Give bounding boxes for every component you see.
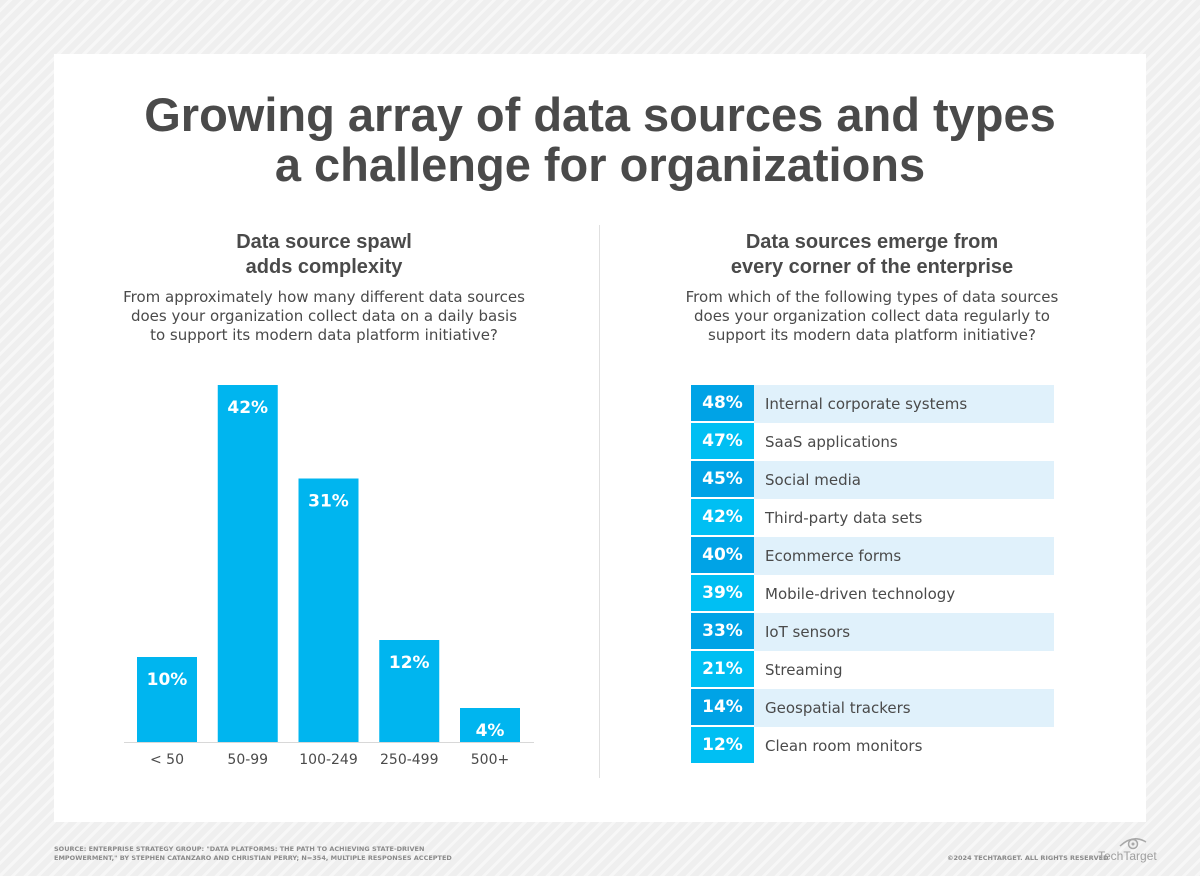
x-tick-label: < 50: [150, 752, 184, 768]
percent-cell: 14%: [691, 689, 754, 727]
title-line: a challenge for organizations: [274, 138, 926, 191]
data-label: 31%: [308, 492, 349, 512]
logo-text: TechTarget: [1098, 849, 1157, 863]
table-row: 33% IoT sensors: [691, 613, 1054, 651]
left-chart-title: Data source spawl adds complexity: [144, 230, 504, 280]
percent-cell: 21%: [691, 651, 754, 689]
source-label: IoT sensors: [754, 613, 1054, 651]
source-note: SOURCE: ENTERPRISE STRATEGY GROUP: "DATA…: [54, 845, 452, 863]
source-line: SOURCE: ENTERPRISE STRATEGY GROUP: "DATA…: [54, 845, 425, 853]
percent-cell: 12%: [691, 727, 754, 765]
source-label: Clean room monitors: [754, 727, 1054, 765]
title-line: adds complexity: [245, 256, 403, 278]
bar: [137, 657, 197, 742]
question-line: support its modern data platform initiat…: [708, 326, 1036, 344]
eye-icon: [1119, 838, 1147, 850]
source-label: Geospatial trackers: [754, 689, 1054, 727]
bar: [460, 708, 520, 742]
question-line: does your organization collect data on a…: [130, 307, 518, 325]
bar: [217, 385, 278, 742]
table-row: 39% Mobile-driven technology: [691, 575, 1054, 613]
percent-cell: 48%: [691, 385, 754, 423]
source-label: Social media: [754, 461, 1054, 499]
bar: [379, 640, 440, 742]
title-line: Data sources emerge from: [745, 231, 999, 253]
title-line: every corner of the enterprise: [730, 256, 1014, 278]
data-label: 10%: [147, 670, 188, 690]
data-label: 42%: [227, 398, 268, 418]
table-row: 45% Social media: [691, 461, 1054, 499]
source-line: EMPOWERMENT," BY STEPHEN CATANZARO AND C…: [54, 854, 452, 862]
table-row: 42% Third-party data sets: [691, 499, 1054, 537]
percent-cell: 47%: [691, 423, 754, 461]
data-label: 4%: [476, 721, 505, 741]
percent-cell: 33%: [691, 613, 754, 651]
source-label: Streaming: [754, 651, 1054, 689]
right-chart-title: Data sources emerge from every corner of…: [672, 230, 1072, 280]
question-line: to support its modern data platform init…: [150, 326, 498, 344]
divider: [599, 225, 600, 778]
source-label: Ecommerce forms: [754, 537, 1054, 575]
x-tick-label: 250-499: [380, 752, 439, 768]
bar: [298, 478, 359, 742]
table-row: 12% Clean room monitors: [691, 727, 1054, 765]
x-tick-label: 500+: [471, 752, 509, 768]
question-line: From which of the following types of dat…: [685, 288, 1059, 306]
x-tick-label: 100-249: [299, 752, 358, 768]
source-label: Internal corporate systems: [754, 385, 1054, 423]
table-row: 40% Ecommerce forms: [691, 537, 1054, 575]
source-label: SaaS applications: [754, 423, 1054, 461]
right-question: From which of the following types of dat…: [642, 288, 1102, 345]
table-row: 47% SaaS applications: [691, 423, 1054, 461]
page-title: Growing array of data sources and types …: [54, 90, 1146, 190]
source-label: Third-party data sets: [754, 499, 1054, 537]
table-row: 21% Streaming: [691, 651, 1054, 689]
question-line: does your organization collect data regu…: [694, 307, 1050, 325]
title-line: Data source spawl: [236, 231, 412, 253]
source-label: Mobile-driven technology: [754, 575, 1054, 613]
question-line: From approximately how many different da…: [123, 288, 525, 306]
percent-cell: 40%: [691, 537, 754, 575]
table-row: 48% Internal corporate systems: [691, 385, 1054, 423]
percent-cell: 39%: [691, 575, 754, 613]
percent-cell: 45%: [691, 461, 754, 499]
copyright: ©2024 TECHTARGET. ALL RIGHTS RESERVED: [947, 854, 1109, 862]
data-label: 12%: [389, 653, 430, 673]
x-tick-label: 50-99: [227, 752, 268, 768]
percent-cell: 42%: [691, 499, 754, 537]
table-row: 14% Geospatial trackers: [691, 689, 1054, 727]
left-question: From approximately how many different da…: [94, 288, 554, 345]
title-line: Growing array of data sources and types: [144, 88, 1056, 141]
